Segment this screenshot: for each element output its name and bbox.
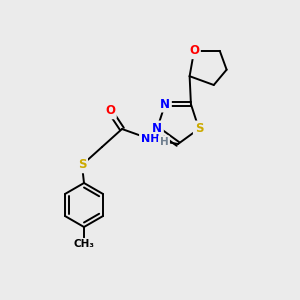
Text: H: H <box>160 137 168 147</box>
Text: N: N <box>152 122 162 135</box>
Text: N: N <box>160 98 170 111</box>
Text: O: O <box>189 44 199 57</box>
Text: S: S <box>78 158 86 172</box>
Text: O: O <box>105 104 115 118</box>
Text: NH: NH <box>141 134 159 144</box>
Text: S: S <box>195 122 203 135</box>
Text: CH₃: CH₃ <box>74 239 94 249</box>
